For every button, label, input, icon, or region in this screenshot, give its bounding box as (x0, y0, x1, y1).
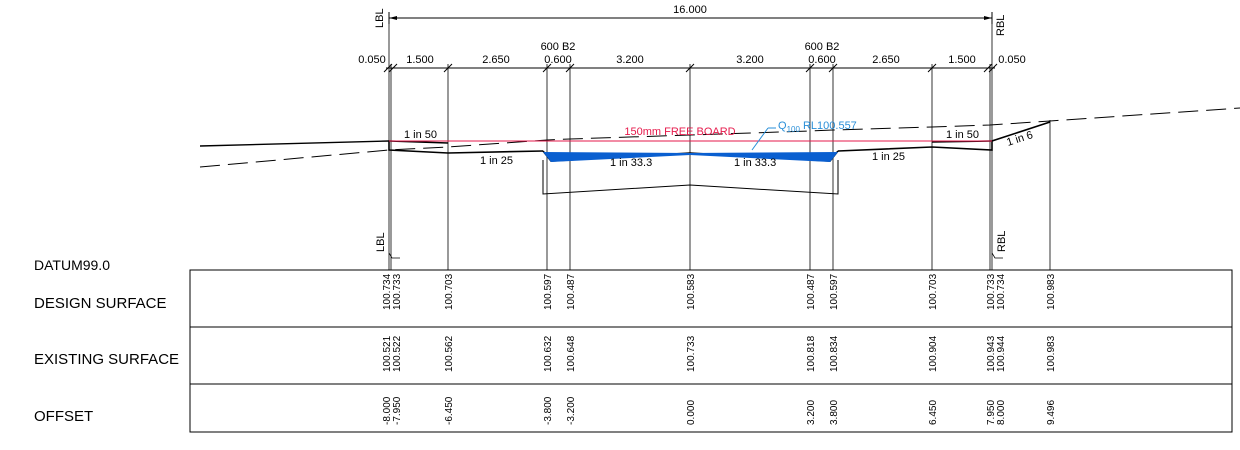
existing-surface-value: 100.522 (392, 335, 403, 372)
pipe-label-left: 600 B2 (541, 41, 576, 53)
existing-surface-value: 100.648 (566, 335, 577, 372)
offset-value: -3.200 (566, 396, 577, 425)
design-surface-value: 100.703 (444, 273, 455, 310)
setout-lines (388, 12, 1051, 270)
offset-value: 6.450 (928, 400, 939, 425)
row-label-design-surface: DESIGN SURFACE (34, 295, 167, 312)
width-label-5: 3.200 (616, 54, 644, 66)
slope-left-lower: 1 in 25 (480, 155, 513, 167)
width-label-9: 1.500 (948, 54, 976, 66)
offset-value: -7.950 (392, 396, 403, 425)
offset-value: 3.800 (829, 400, 840, 425)
pipe-label-right: 600 B2 (805, 41, 840, 53)
existing-surface-value: 100.834 (829, 335, 840, 372)
offset-value: 8.000 (996, 400, 1007, 425)
width-label-7: 0.600 (808, 54, 836, 66)
offset-value: 9.496 (1046, 400, 1057, 425)
datum-label: DATUM99.0 (34, 257, 110, 273)
q100-label: Q100 RL100.557 (778, 120, 857, 134)
row-label-existing-surface: EXISTING SURFACE (34, 351, 179, 368)
design-surface-value: 100.597 (543, 273, 554, 310)
width-label-3: 2.650 (482, 54, 510, 66)
data-table: DESIGN SURFACE EXISTING SURFACE OFFSET 1… (34, 269, 1233, 433)
design-surface-value: 100.597 (829, 273, 840, 310)
width-label-6: 3.200 (736, 54, 764, 66)
freeboard-label: 150mm FREE BOARD (624, 126, 735, 138)
design-surface-value: 100.703 (928, 273, 939, 310)
offset-value: -6.450 (444, 396, 455, 425)
width-label-2: 1.500 (406, 54, 434, 66)
offset-value: 7.950 (986, 400, 997, 425)
slope-right-lower: 1 in 25 (872, 151, 905, 163)
existing-surface-value: 100.904 (928, 335, 939, 372)
q100-annotation: Q100 RL100.557 (751, 120, 857, 151)
slope-batter: 1 in 6 (1005, 129, 1034, 149)
existing-surface-value: 100.632 (543, 335, 554, 372)
existing-surface-value: 100.818 (806, 335, 817, 372)
overall-dimension: 16.000 (388, 4, 993, 24)
existing-surface-value: 100.562 (444, 335, 455, 372)
width-label-8: 2.650 (872, 54, 900, 66)
width-label-1: 0.050 (358, 54, 386, 66)
design-surface-value: 100.734 (382, 273, 393, 310)
slope-right-top: 1 in 50 (946, 129, 979, 141)
left-bank-label-top: LBL (374, 8, 386, 28)
design-surface-value: 100.487 (806, 273, 817, 310)
slope-left-top: 1 in 50 (404, 129, 437, 141)
slope-left-channel: 1 in 33.3 (610, 157, 652, 169)
width-label-4: 0.600 (544, 54, 572, 66)
design-surface-value: 100.983 (1046, 273, 1057, 310)
existing-surface-value: 100.983 (1046, 335, 1057, 372)
existing-surface-value: 100.944 (996, 335, 1007, 372)
design-surface-value: 100.733 (986, 273, 997, 310)
culvert-outline (542, 160, 839, 195)
right-bank-label-bottom: RBL (996, 231, 1008, 252)
existing-surface-value: 100.943 (986, 335, 997, 372)
natural-ground-left (199, 140, 390, 147)
partial-dimensions: 0.050 1.500 2.650 0.600 3.200 3.200 0.60… (358, 41, 1026, 73)
overall-width-label: 16.000 (673, 4, 707, 16)
offset-value: -8.000 (382, 396, 393, 425)
offset-value: -3.800 (543, 396, 554, 425)
existing-surface-line (199, 107, 1240, 168)
offset-value: 0.000 (686, 400, 697, 425)
slope-right-channel: 1 in 33.3 (734, 157, 776, 169)
design-surface-value: 100.733 (392, 273, 403, 310)
existing-surface-value: 100.521 (382, 335, 393, 372)
design-surface-value: 100.583 (686, 273, 697, 310)
existing-surface-value: 100.733 (686, 335, 697, 372)
width-label-10: 0.050 (998, 54, 1026, 66)
row-label-offset: OFFSET (34, 408, 93, 425)
design-surface-value: 100.734 (996, 273, 1007, 310)
offset-value: 3.200 (806, 400, 817, 425)
right-bank-label-top: RBL (995, 15, 1007, 36)
design-surface-value: 100.487 (566, 273, 577, 310)
left-bank-label-bottom: LBL (375, 232, 387, 252)
water-fill (543, 152, 838, 162)
